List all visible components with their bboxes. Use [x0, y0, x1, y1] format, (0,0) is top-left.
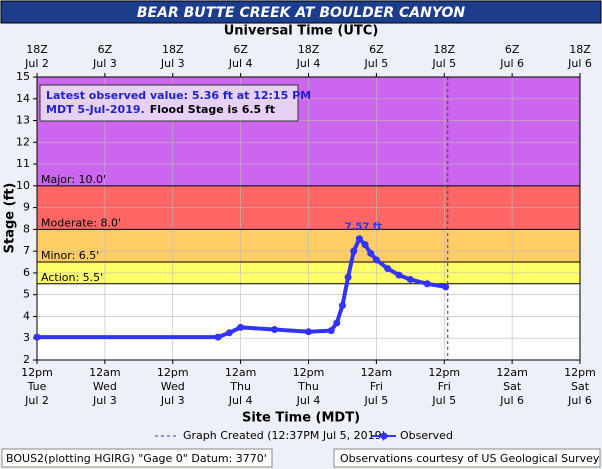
y-tick-label: 9	[23, 201, 30, 214]
x-tick-label: 12pm Sat Jul 6	[564, 366, 596, 407]
annotation-flood-stage: Flood Stage is 6.5 ft	[150, 103, 275, 116]
data-point	[355, 235, 363, 243]
peak-label: 7.57 ft	[345, 222, 383, 233]
data-point	[333, 319, 341, 327]
threshold-label: Minor: 6.5'	[41, 249, 99, 262]
x2-tick-label: 6Z Jul 3	[92, 43, 117, 70]
x2-tick-label: 18Z Jul 2	[24, 43, 49, 70]
footer-left-box	[1, 448, 273, 468]
data-point	[384, 265, 392, 273]
y-tick-label: 11	[16, 157, 30, 170]
x2-tick-label: 6Z Jul 4	[228, 43, 253, 70]
plot-frame	[36, 76, 581, 361]
x-tick-label: 12pm Tue Jul 2	[21, 366, 53, 407]
y-tick-label: 4	[23, 309, 30, 322]
y-tick-label: 12	[16, 135, 30, 148]
data-point	[350, 247, 358, 255]
footer-right: Observations courtesy of US Geological S…	[340, 452, 600, 465]
data-point	[33, 333, 41, 341]
y-tick-label: 7	[23, 244, 30, 257]
annotation-line: MDT 5-Jul-2019.	[46, 103, 145, 116]
threshold-label: Moderate: 8.0'	[41, 216, 121, 229]
y-tick-label: 13	[16, 114, 30, 127]
data-point	[423, 280, 431, 288]
threshold-label: Action: 5.5'	[41, 271, 103, 284]
chart-title: BEAR BUTTE CREEK AT BOULDER CANYON	[137, 5, 466, 21]
x-tick-label: 12pm Fri Jul 5	[428, 366, 460, 407]
annotation-line: Latest observed value: 5.36 ft at 12:15 …	[46, 89, 311, 102]
data-point	[305, 328, 312, 336]
y-tick-label: 2	[23, 353, 30, 366]
annotation-box	[39, 84, 299, 122]
legend-label: Observed	[400, 429, 453, 442]
y-tick-label: 6	[23, 266, 30, 279]
data-point	[271, 326, 279, 334]
y-tick-label: 15	[16, 70, 30, 83]
data-point	[406, 275, 414, 283]
x-tick-label: 12am Thu Jul 4	[225, 366, 256, 407]
footer-right-box	[333, 448, 601, 468]
data-point	[237, 323, 245, 331]
y-tick-label: 10	[16, 179, 30, 192]
y-tick-label: 8	[23, 222, 30, 235]
x2-tick-label: 18Z Jul 6	[567, 43, 592, 70]
x-tick-label: 12pm Thu Jul 4	[293, 366, 325, 407]
y-tick-label: 14	[16, 92, 30, 105]
legend-created-label: Graph Created (12:37PM Jul 5, 2019)	[183, 429, 386, 442]
x-tick-label: 12am Sat Jul 6	[496, 366, 527, 407]
data-point	[225, 329, 233, 337]
y-axis-title: Stage (ft)	[3, 183, 18, 254]
x2-tick-label: 18Z Jul 3	[160, 43, 185, 70]
x-tick-label: 12am Wed Jul 3	[89, 366, 120, 407]
data-point	[327, 327, 335, 335]
title-bar	[0, 0, 602, 24]
data-point	[372, 256, 380, 264]
data-point	[338, 302, 346, 310]
y-tick-label: 5	[23, 288, 30, 301]
legend-marker	[380, 432, 388, 440]
x-tick-label: 12am Fri Jul 5	[361, 366, 392, 407]
x2-tick-label: 6Z Jul 6	[499, 43, 524, 70]
footer-left: BOUS2(plotting HGIRG) "Gage 0" Datum: 37…	[6, 452, 267, 465]
data-point	[395, 271, 403, 279]
data-point	[214, 333, 222, 341]
y-tick-label: 3	[23, 331, 30, 344]
data-point	[442, 283, 450, 291]
data-point	[361, 241, 369, 249]
top-axis-title: Universal Time (UTC)	[224, 24, 379, 39]
x2-tick-label: 18Z Jul 4	[296, 43, 321, 70]
x2-tick-label: 6Z Jul 5	[363, 43, 388, 70]
x-tick-label: 12pm Wed Jul 3	[157, 366, 189, 407]
threshold-label: Major: 10.0'	[41, 173, 106, 186]
data-point	[344, 273, 352, 281]
x-axis-title: Site Time (MDT)	[242, 411, 360, 426]
x2-tick-label: 18Z Jul 5	[431, 43, 456, 70]
data-point	[367, 249, 375, 257]
